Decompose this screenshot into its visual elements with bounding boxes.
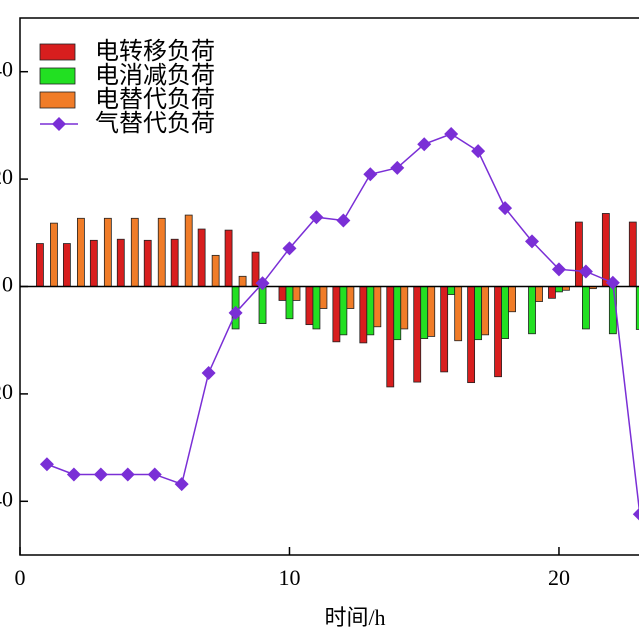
legend-label: 气替代负荷	[95, 109, 215, 137]
bar	[601, 213, 610, 287]
bar	[130, 217, 139, 287]
bar	[76, 217, 85, 287]
bar	[440, 286, 449, 373]
bar	[535, 286, 543, 302]
legend-label: 电替代负荷	[95, 85, 215, 113]
legend-swatch	[39, 91, 76, 109]
bar	[224, 229, 233, 287]
bar	[373, 286, 382, 328]
bar	[393, 286, 402, 341]
point	[444, 126, 459, 141]
point	[66, 467, 81, 482]
bar	[103, 217, 112, 287]
bar	[555, 286, 563, 293]
bar	[62, 243, 71, 287]
bar	[339, 286, 348, 336]
point	[309, 210, 324, 225]
point	[39, 457, 54, 472]
point	[228, 305, 243, 320]
point	[255, 276, 270, 291]
bar	[474, 286, 483, 341]
point	[282, 241, 297, 256]
bar	[454, 286, 463, 342]
bar	[346, 286, 355, 309]
point	[578, 264, 593, 279]
point	[363, 167, 378, 182]
point	[120, 467, 135, 482]
legend-swatch	[39, 67, 76, 85]
bar	[197, 228, 206, 287]
bar	[319, 286, 328, 309]
bar	[635, 286, 639, 330]
point	[498, 201, 513, 216]
bar	[116, 238, 125, 287]
point	[525, 234, 540, 249]
bar	[50, 222, 58, 287]
x-tick-label: 0	[15, 565, 26, 590]
bar	[366, 286, 375, 336]
bar	[582, 286, 590, 330]
bar	[89, 239, 98, 287]
bar	[285, 286, 294, 320]
bar	[400, 286, 409, 330]
bar	[413, 286, 422, 383]
bar	[508, 286, 516, 313]
point	[336, 213, 351, 228]
point	[147, 467, 162, 482]
point	[390, 160, 405, 175]
y-tick-label: -20	[0, 379, 13, 404]
bar	[305, 286, 314, 326]
legend-label: 电转移负荷	[95, 37, 215, 65]
bar	[211, 254, 220, 287]
point	[551, 262, 566, 277]
bar	[312, 286, 321, 330]
bar	[258, 286, 267, 324]
bar	[36, 243, 44, 287]
bar	[494, 286, 502, 378]
bar	[386, 286, 395, 388]
bar	[184, 214, 193, 287]
bar	[278, 286, 287, 301]
bar	[447, 286, 456, 295]
bar	[467, 286, 476, 384]
bar	[574, 221, 583, 287]
bar	[548, 286, 556, 299]
point	[93, 467, 108, 482]
bar	[528, 286, 536, 335]
legend-swatch	[39, 43, 76, 61]
bar	[170, 238, 179, 287]
x-axis-label: 时间/h	[324, 605, 385, 630]
bar	[292, 286, 301, 301]
point	[174, 477, 189, 492]
bar	[157, 217, 166, 287]
legend-marker	[52, 117, 66, 131]
legend-label: 电消减负荷	[95, 61, 215, 89]
point	[471, 144, 486, 159]
bar	[332, 286, 341, 343]
bar	[238, 275, 247, 287]
bar	[628, 221, 637, 287]
x-tick-label: 10	[278, 565, 300, 590]
bar	[481, 286, 490, 336]
bar	[143, 239, 152, 287]
point	[201, 365, 216, 380]
bar	[359, 286, 368, 344]
bar	[420, 286, 429, 339]
point	[605, 275, 620, 290]
point	[632, 507, 639, 521]
x-tick-label: 20	[548, 565, 570, 590]
y-tick-label: 20	[0, 164, 13, 189]
y-tick-label: -40	[0, 486, 13, 511]
bar	[427, 286, 436, 337]
point	[417, 137, 432, 152]
y-tick-label: 40	[0, 57, 13, 82]
bar	[501, 286, 509, 339]
y-tick-label: 0	[2, 272, 13, 297]
